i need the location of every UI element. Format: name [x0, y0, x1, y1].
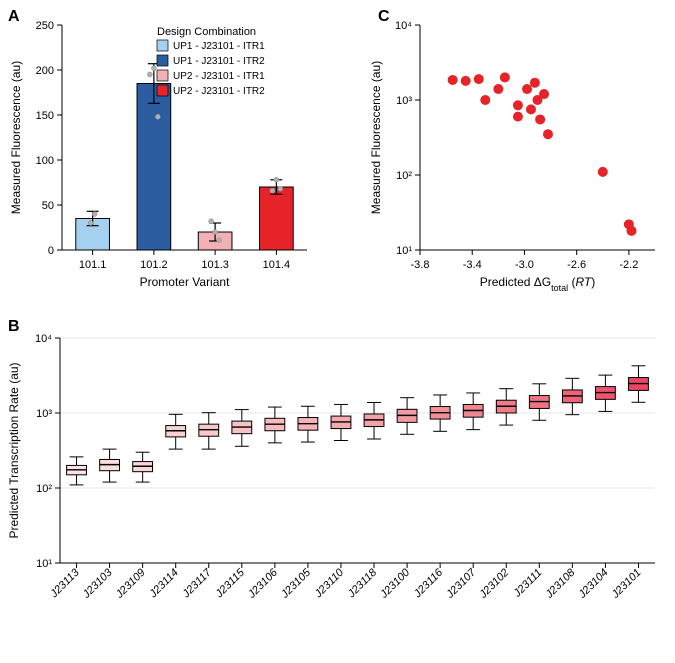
svg-text:50: 50	[42, 200, 54, 212]
svg-text:101.2: 101.2	[140, 259, 168, 271]
svg-text:10⁴: 10⁴	[35, 333, 52, 345]
svg-text:J23100: J23100	[377, 566, 412, 601]
svg-text:-2.6: -2.6	[567, 259, 586, 271]
svg-text:0: 0	[48, 245, 54, 257]
svg-text:-3.4: -3.4	[463, 259, 482, 271]
svg-text:10²: 10²	[396, 170, 412, 182]
svg-text:-2.2: -2.2	[619, 259, 638, 271]
svg-text:J23111: J23111	[511, 567, 545, 601]
svg-text:J23101: J23101	[609, 567, 644, 602]
svg-text:Predicted ΔGtotal (RT): Predicted ΔGtotal (RT)	[480, 275, 596, 293]
svg-text:J23110: J23110	[312, 566, 347, 601]
svg-text:101.4: 101.4	[263, 259, 291, 271]
svg-text:100: 100	[36, 155, 54, 167]
svg-text:J23114: J23114	[147, 567, 181, 601]
svg-text:J23117: J23117	[180, 566, 215, 601]
svg-text:J23113: J23113	[48, 566, 83, 601]
panel-a-chart: 0 50 100 150 200 250 Measured Fluorescence (au…	[0, 0, 380, 310]
svg-text:Promoter Variant: Promoter Variant	[140, 275, 230, 289]
svg-text:J23108: J23108	[543, 566, 578, 601]
svg-text:10³: 10³	[396, 95, 412, 107]
svg-text:J23106: J23106	[245, 566, 280, 601]
svg-text:J23115: J23115	[213, 566, 248, 601]
svg-text:J23118: J23118	[345, 566, 380, 601]
svg-text:101.1: 101.1	[79, 259, 107, 271]
svg-text:10⁴: 10⁴	[395, 20, 412, 32]
svg-text:-3.0: -3.0	[515, 259, 534, 271]
svg-text:UP1 - J23101 - ITR2: UP1 - J23101 - ITR2	[173, 56, 265, 67]
svg-text:J23102: J23102	[477, 567, 512, 602]
svg-text:UP2 - J23101 - ITR1: UP2 - J23101 - ITR1	[173, 71, 265, 82]
panel-c-chart: 10¹ 10² 10³ 10⁴ -3.8 -3.4 -3.0 -2.6 -2.2 Measured…	[360, 0, 675, 310]
svg-text:J23103: J23103	[80, 566, 115, 601]
svg-text:UP1 - J23101 - ITR1: UP1 - J23101 - ITR1	[173, 41, 265, 52]
svg-text:-3.8: -3.8	[411, 259, 430, 271]
svg-text:J23109: J23109	[113, 567, 148, 602]
svg-text:101.3: 101.3	[201, 259, 229, 271]
svg-text:10³: 10³	[36, 408, 52, 420]
svg-text:J23107: J23107	[444, 566, 479, 601]
svg-text:J23105: J23105	[278, 566, 313, 601]
svg-text:10¹: 10¹	[36, 558, 52, 570]
svg-text:J23116: J23116	[411, 566, 446, 601]
svg-text:10¹: 10¹	[396, 245, 412, 257]
svg-text:250: 250	[36, 20, 54, 32]
svg-text:150: 150	[36, 110, 54, 122]
panel-b-chart: 10¹ 10² 10³ 10⁴ Predicted Transcription Rate…	[0, 310, 675, 663]
svg-text:Measured Fluorescence (au): Measured Fluorescence (au)	[9, 61, 23, 214]
svg-text:UP2 - J23101 - ITR2: UP2 - J23101 - ITR2	[173, 86, 265, 97]
svg-text:J23104: J23104	[576, 567, 611, 602]
svg-text:Design Combination: Design Combination	[157, 26, 256, 38]
svg-text:Predicted Transcription Rate (: Predicted Transcription Rate (au)	[7, 362, 21, 538]
svg-text:Measured Fluorescence (au): Measured Fluorescence (au)	[369, 61, 383, 214]
svg-text:200: 200	[36, 65, 54, 77]
svg-text:10²: 10²	[36, 483, 52, 495]
